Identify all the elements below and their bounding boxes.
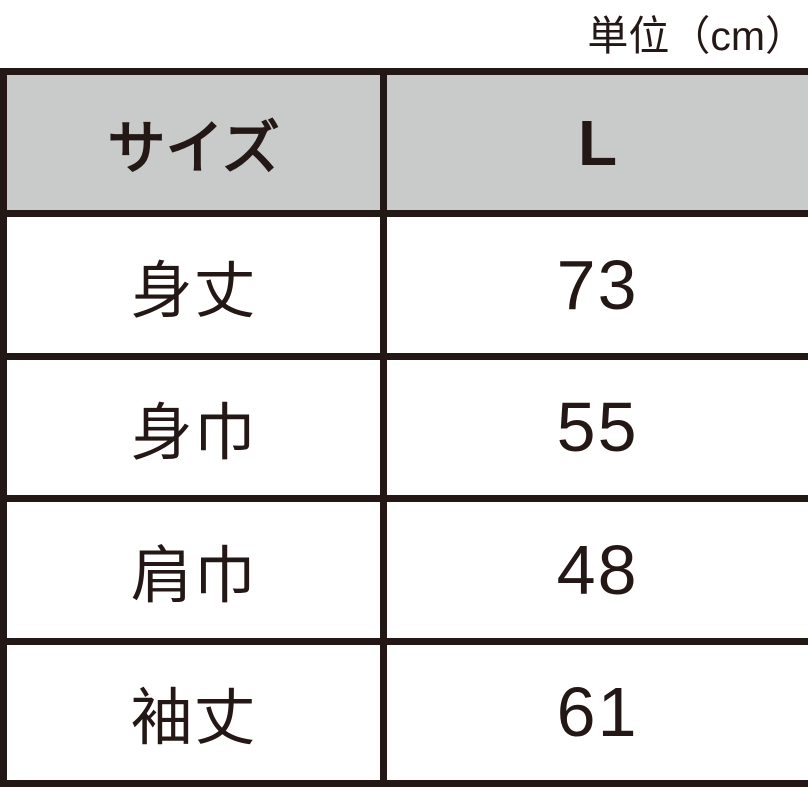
size-table: サイズ L 身丈 73 身巾 55 肩巾 48 袖丈 61 — [0, 68, 808, 787]
unit-label: 単位（cm） — [587, 13, 806, 59]
row-label-mihaba: 身巾 — [7, 359, 381, 496]
row-label-katahaba: 肩巾 — [7, 502, 381, 638]
row-value-mitake: 73 — [387, 217, 808, 353]
header-cell-size-value: L — [387, 75, 808, 211]
row-value-mihaba: 55 — [387, 359, 808, 496]
row-value-sodetake: 61 — [387, 644, 808, 780]
header-cell-size: サイズ — [7, 75, 381, 211]
row-label-sodetake: 袖丈 — [7, 644, 381, 780]
row-label-mitake: 身丈 — [7, 217, 381, 353]
row-value-katahaba: 48 — [387, 502, 808, 638]
